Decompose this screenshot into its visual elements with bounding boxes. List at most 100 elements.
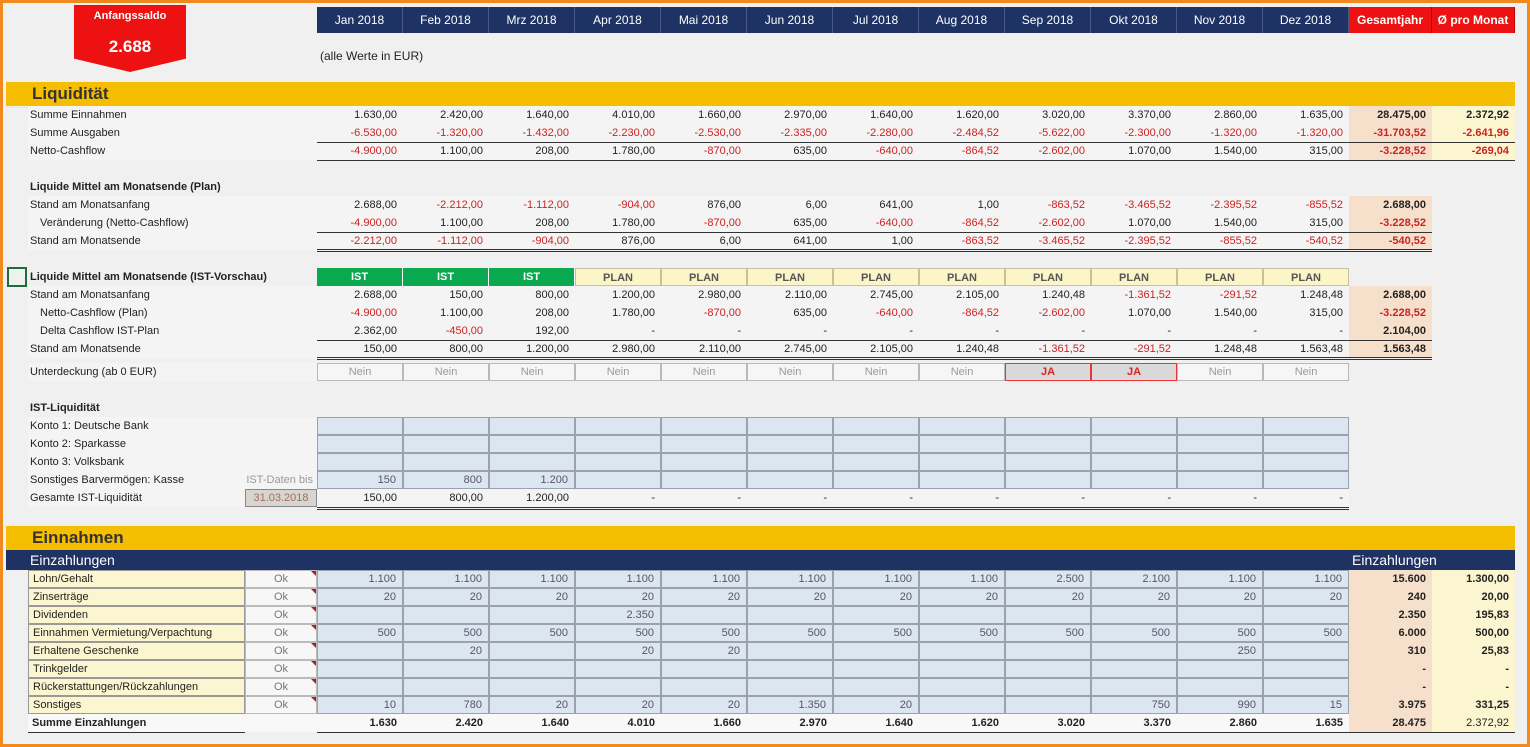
cell-6[interactable] bbox=[747, 471, 833, 489]
input-cell-6[interactable]: 1.350 bbox=[747, 696, 833, 714]
input-cell-8[interactable] bbox=[919, 606, 1005, 624]
input-cell-10[interactable]: 500 bbox=[1091, 624, 1177, 642]
cell-10[interactable] bbox=[1091, 417, 1177, 435]
input-cell-2[interactable]: 500 bbox=[403, 624, 489, 642]
input-cell-11[interactable] bbox=[1177, 660, 1263, 678]
input-cell-2[interactable]: 780 bbox=[403, 696, 489, 714]
cell-11[interactable] bbox=[1177, 471, 1263, 489]
input-cell-9[interactable] bbox=[1005, 606, 1091, 624]
input-cell-7[interactable]: 20 bbox=[833, 588, 919, 606]
input-cell-10[interactable] bbox=[1091, 642, 1177, 660]
input-cell-6[interactable] bbox=[747, 678, 833, 696]
cell-12[interactable] bbox=[1263, 471, 1349, 489]
input-cell-5[interactable]: 1.100 bbox=[661, 570, 747, 588]
cell-2[interactable] bbox=[403, 453, 489, 471]
cell-8[interactable] bbox=[919, 471, 1005, 489]
cell-6[interactable] bbox=[747, 417, 833, 435]
input-cell-5[interactable]: 500 bbox=[661, 624, 747, 642]
input-cell-7[interactable]: 500 bbox=[833, 624, 919, 642]
cell-7[interactable] bbox=[833, 471, 919, 489]
input-cell-7[interactable] bbox=[833, 606, 919, 624]
input-cell-9[interactable] bbox=[1005, 696, 1091, 714]
input-cell-11[interactable]: 250 bbox=[1177, 642, 1263, 660]
input-cell-9[interactable]: 2.500 bbox=[1005, 570, 1091, 588]
cell-7[interactable] bbox=[833, 453, 919, 471]
input-cell-3[interactable] bbox=[489, 642, 575, 660]
input-cell-12[interactable] bbox=[1263, 642, 1349, 660]
input-cell-2[interactable]: 1.100 bbox=[403, 570, 489, 588]
cell-8[interactable] bbox=[919, 435, 1005, 453]
input-cell-5[interactable]: 20 bbox=[661, 588, 747, 606]
input-cell-3[interactable] bbox=[489, 606, 575, 624]
cell-6[interactable] bbox=[747, 435, 833, 453]
input-cell-2[interactable] bbox=[403, 660, 489, 678]
cell-1[interactable] bbox=[317, 417, 403, 435]
cell-5[interactable] bbox=[661, 453, 747, 471]
input-cell-9[interactable]: 500 bbox=[1005, 624, 1091, 642]
input-cell-9[interactable] bbox=[1005, 660, 1091, 678]
cell-1[interactable]: 150 bbox=[317, 471, 403, 489]
cell-11[interactable] bbox=[1177, 435, 1263, 453]
input-cell-3[interactable]: 20 bbox=[489, 696, 575, 714]
input-cell-4[interactable] bbox=[575, 678, 661, 696]
input-cell-8[interactable]: 20 bbox=[919, 588, 1005, 606]
cell-3[interactable] bbox=[489, 453, 575, 471]
input-cell-8[interactable] bbox=[919, 696, 1005, 714]
input-cell-11[interactable]: 500 bbox=[1177, 624, 1263, 642]
input-cell-3[interactable] bbox=[489, 660, 575, 678]
input-cell-10[interactable] bbox=[1091, 606, 1177, 624]
input-cell-2[interactable] bbox=[403, 606, 489, 624]
cell-4[interactable] bbox=[575, 417, 661, 435]
input-cell-9[interactable] bbox=[1005, 642, 1091, 660]
cell-10[interactable] bbox=[1091, 453, 1177, 471]
input-cell-11[interactable]: 990 bbox=[1177, 696, 1263, 714]
input-cell-1[interactable] bbox=[317, 606, 403, 624]
input-cell-7[interactable]: 1.100 bbox=[833, 570, 919, 588]
selected-cell[interactable] bbox=[7, 267, 27, 287]
input-cell-8[interactable] bbox=[919, 642, 1005, 660]
input-cell-11[interactable]: 20 bbox=[1177, 588, 1263, 606]
input-cell-4[interactable]: 20 bbox=[575, 642, 661, 660]
cell-5[interactable] bbox=[661, 417, 747, 435]
input-cell-6[interactable]: 20 bbox=[747, 588, 833, 606]
input-cell-12[interactable] bbox=[1263, 660, 1349, 678]
cell-7[interactable] bbox=[833, 417, 919, 435]
input-cell-11[interactable] bbox=[1177, 606, 1263, 624]
input-cell-4[interactable]: 20 bbox=[575, 588, 661, 606]
input-cell-3[interactable]: 1.100 bbox=[489, 570, 575, 588]
cell-4[interactable] bbox=[575, 435, 661, 453]
input-cell-10[interactable] bbox=[1091, 660, 1177, 678]
input-cell-5[interactable] bbox=[661, 678, 747, 696]
input-cell-11[interactable]: 1.100 bbox=[1177, 570, 1263, 588]
input-cell-12[interactable] bbox=[1263, 606, 1349, 624]
input-cell-1[interactable] bbox=[317, 678, 403, 696]
input-cell-1[interactable] bbox=[317, 642, 403, 660]
input-cell-7[interactable] bbox=[833, 678, 919, 696]
cell-9[interactable] bbox=[1005, 471, 1091, 489]
input-cell-2[interactable]: 20 bbox=[403, 642, 489, 660]
cell-5[interactable] bbox=[661, 435, 747, 453]
cell-1[interactable] bbox=[317, 435, 403, 453]
cell-3[interactable] bbox=[489, 435, 575, 453]
cell-12[interactable] bbox=[1263, 435, 1349, 453]
cell-9[interactable] bbox=[1005, 435, 1091, 453]
input-cell-7[interactable]: 20 bbox=[833, 696, 919, 714]
input-cell-3[interactable]: 500 bbox=[489, 624, 575, 642]
input-cell-12[interactable]: 20 bbox=[1263, 588, 1349, 606]
input-cell-8[interactable]: 500 bbox=[919, 624, 1005, 642]
cell-2[interactable]: 800 bbox=[403, 471, 489, 489]
input-cell-10[interactable]: 2.100 bbox=[1091, 570, 1177, 588]
input-cell-6[interactable] bbox=[747, 642, 833, 660]
input-cell-2[interactable] bbox=[403, 678, 489, 696]
input-cell-1[interactable]: 500 bbox=[317, 624, 403, 642]
input-cell-4[interactable]: 2.350 bbox=[575, 606, 661, 624]
input-cell-12[interactable] bbox=[1263, 678, 1349, 696]
input-cell-6[interactable]: 500 bbox=[747, 624, 833, 642]
input-cell-9[interactable]: 20 bbox=[1005, 588, 1091, 606]
input-cell-8[interactable] bbox=[919, 678, 1005, 696]
input-cell-12[interactable]: 15 bbox=[1263, 696, 1349, 714]
input-cell-10[interactable]: 750 bbox=[1091, 696, 1177, 714]
cell-10[interactable] bbox=[1091, 435, 1177, 453]
cell-3[interactable]: 1.200 bbox=[489, 471, 575, 489]
input-cell-11[interactable] bbox=[1177, 678, 1263, 696]
